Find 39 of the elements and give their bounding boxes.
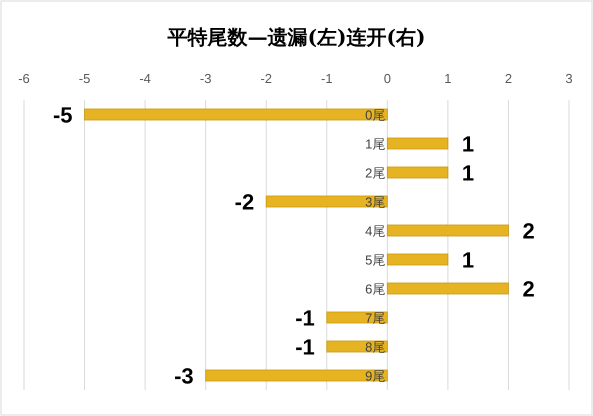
data-label: 1 <box>462 160 474 186</box>
bar <box>84 108 388 120</box>
chart-title: 平特尾数—遗漏(左)连开(右) <box>166 25 426 49</box>
x-tick-label: -2 <box>260 71 272 86</box>
data-label: -1 <box>295 334 315 360</box>
bar <box>266 196 388 208</box>
data-label: 2 <box>522 218 535 244</box>
bar <box>386 254 448 266</box>
y-tick-label: 3尾 <box>365 194 386 210</box>
y-tick-label: 2尾 <box>365 166 386 180</box>
data-label: -5 <box>52 102 73 128</box>
x-tick-label: -5 <box>78 71 90 86</box>
y-tick-label: 1尾 <box>365 136 386 152</box>
y-tick-label: 8尾 <box>365 340 386 354</box>
x-tick-label: -4 <box>139 71 151 86</box>
y-tick-label: 0尾 <box>365 108 386 122</box>
data-label: 1 <box>462 248 474 272</box>
y-tick-label: 4尾 <box>365 224 386 238</box>
x-tick-label: 0 <box>384 71 391 86</box>
data-label: 2 <box>522 276 535 302</box>
data-label: 1 <box>462 132 474 156</box>
y-tick-label: 9尾 <box>365 368 386 384</box>
y-tick-label: 5尾 <box>365 252 386 268</box>
data-label: -3 <box>174 364 194 388</box>
x-tick-label: -3 <box>200 71 212 86</box>
data-label: -2 <box>234 190 254 214</box>
bar <box>205 370 388 382</box>
x-tick-label: 1 <box>444 71 452 86</box>
bar <box>386 282 509 294</box>
x-tick-label: 3 <box>565 71 573 86</box>
bar <box>386 224 509 236</box>
data-label: -1 <box>295 306 315 330</box>
bar <box>386 138 448 150</box>
bar <box>386 166 448 178</box>
x-tick-label: -1 <box>320 71 333 86</box>
y-tick-label: 6尾 <box>365 282 386 296</box>
y-tick-label: 7尾 <box>365 310 386 326</box>
x-tick-label: -6 <box>18 71 30 86</box>
x-tick-label: 2 <box>504 71 512 86</box>
